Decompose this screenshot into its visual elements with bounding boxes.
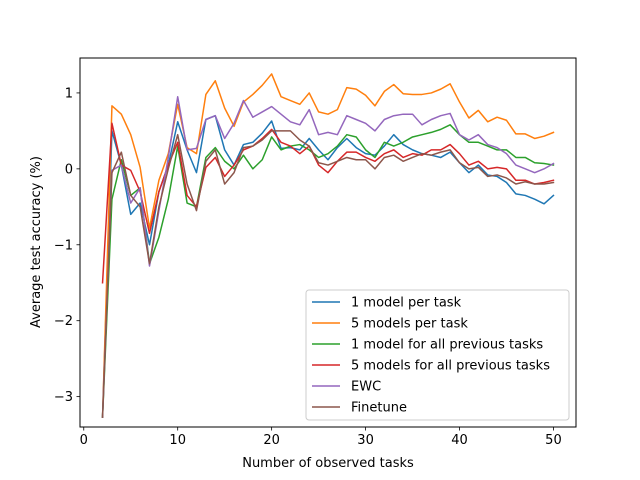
x-tick-label: 50 [545, 433, 562, 448]
legend-label: 1 model for all previous tasks [351, 338, 543, 353]
x-axis-label: Number of observed tasks [242, 456, 414, 471]
y-axis-ticks: −3 −2 −1 0 1 [54, 86, 80, 405]
legend-label: 1 model per task [351, 296, 462, 311]
legend: 1 model per task 5 models per task 1 model… [305, 289, 570, 421]
series-lines [101, 73, 555, 418]
y-tick-label: −3 [54, 390, 73, 405]
x-tick-label: 10 [169, 433, 186, 448]
y-tick-label: −1 [54, 238, 73, 253]
series-line-2 [101, 73, 555, 418]
y-axis-label: Average test accuracy (%) [29, 156, 44, 328]
legend-label: 5 models for all previous tasks [351, 359, 550, 374]
axes-frame [79, 57, 577, 428]
x-tick-label: 20 [263, 433, 280, 448]
y-tick-label: −2 [54, 314, 73, 329]
x-tick-label: 40 [451, 433, 468, 448]
x-tick-label: 0 [80, 433, 88, 448]
legend-label: 5 models per task [351, 317, 468, 332]
series-line-1 [101, 114, 555, 418]
series-line-5 [101, 95, 555, 418]
x-tick-label: 30 [357, 433, 374, 448]
series-line-4 [101, 122, 555, 284]
legend-label: EWC [351, 380, 381, 395]
legend-label: Finetune [351, 401, 407, 416]
y-tick-label: 1 [65, 86, 73, 101]
x-axis-ticks: 0 10 20 30 40 50 [80, 427, 562, 448]
plot-area [79, 57, 577, 428]
y-tick-label: 0 [65, 162, 73, 177]
legend-box [305, 289, 570, 421]
series-line-6 [101, 130, 555, 418]
